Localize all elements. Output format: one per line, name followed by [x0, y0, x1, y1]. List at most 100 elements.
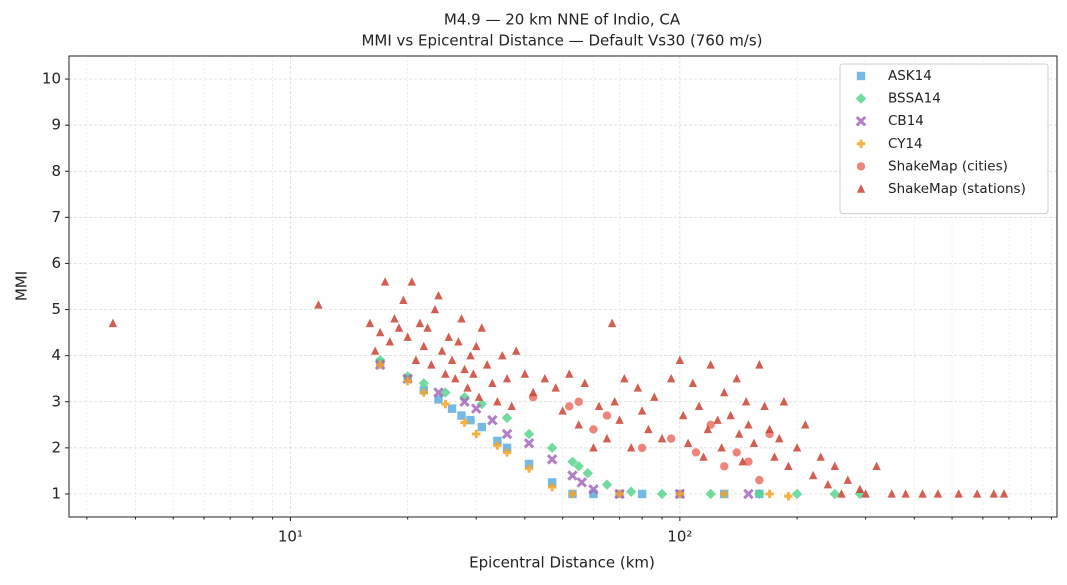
marker-triangle: [861, 489, 870, 498]
marker-square: [477, 422, 486, 432]
marker-triangle: [823, 480, 833, 489]
marker-triangle: [770, 452, 779, 461]
marker-diamond: [501, 412, 513, 424]
marker-x: [501, 428, 513, 440]
x-tick-label: 10¹: [278, 528, 303, 546]
marker-triangle: [627, 443, 636, 452]
marker-triangle: [615, 415, 624, 424]
marker-triangle: [699, 452, 708, 461]
marker-triangle: [441, 369, 450, 378]
marker-triangle: [784, 461, 793, 470]
y-tick-label: 5: [51, 300, 61, 318]
marker-diamond: [567, 456, 578, 467]
marker-triangle: [872, 461, 881, 470]
marker-diamond: [791, 488, 803, 500]
marker-triangle: [726, 410, 735, 420]
marker-plus: [375, 360, 385, 370]
marker-square: [589, 489, 598, 499]
marker-circle: [755, 475, 764, 485]
marker-diamond: [418, 378, 429, 389]
marker-x: [546, 454, 558, 465]
marker-triangle: [540, 374, 550, 383]
marker-plus: [403, 376, 412, 386]
marker-triangle: [482, 360, 492, 369]
marker-triangle: [574, 420, 583, 429]
marker-triangle: [801, 420, 810, 429]
marker-plus: [675, 489, 685, 499]
marker-plus: [547, 482, 557, 492]
marker-triangle: [809, 470, 818, 480]
marker-circle: [666, 434, 676, 443]
legend-label: BSSA14: [888, 91, 941, 107]
marker-triangle: [565, 369, 574, 378]
marker-triangle: [779, 397, 789, 406]
marker-plus: [615, 489, 624, 499]
marker-circle: [574, 397, 583, 406]
marker-triangle: [706, 360, 715, 369]
marker-triangle: [419, 341, 428, 351]
y-tick-label: 8: [51, 162, 61, 180]
marker-circle: [602, 411, 612, 420]
marker-square: [637, 489, 647, 499]
y-tick-label: 3: [51, 392, 61, 410]
marker-triangle: [430, 304, 440, 314]
marker-plus: [568, 489, 577, 499]
legend-label: CB14: [888, 113, 924, 129]
marker-triangle: [399, 295, 408, 305]
marker-plus: [460, 418, 469, 427]
marker-x: [470, 403, 482, 414]
marker-triangle: [954, 489, 963, 498]
marker-plus: [419, 388, 428, 397]
marker-plus: [441, 399, 450, 409]
marker-triangle: [918, 489, 927, 498]
marker-triangle: [901, 489, 910, 498]
y-tick-label: 7: [51, 208, 61, 226]
marker-square: [524, 459, 534, 469]
marker-triangle: [683, 438, 693, 447]
marker-triangle: [749, 438, 759, 447]
marker-x: [743, 488, 754, 500]
marker-x: [433, 387, 444, 398]
marker-square: [502, 443, 512, 453]
marker-circle: [744, 457, 753, 466]
marker-triangle: [837, 489, 846, 498]
marker-triangle: [457, 314, 466, 323]
marker-diamond: [573, 461, 584, 472]
legend-label: ASK14: [888, 68, 932, 84]
marker-triangle: [370, 346, 380, 355]
marker-triangle: [460, 364, 469, 374]
marker-triangle: [717, 443, 726, 452]
marker-triangle: [741, 397, 751, 406]
marker-triangle: [688, 378, 698, 388]
marker-triangle: [694, 401, 704, 411]
marker-triangle: [713, 415, 722, 424]
legend: ASK14 BSSA14 CB14 CY14 ShakeMap (cities) Shak…: [839, 63, 1049, 215]
y-tick-label: 2: [51, 438, 61, 456]
marker-diamond: [829, 488, 841, 500]
marker-triangle: [507, 401, 516, 411]
marker-triangle: [502, 374, 512, 383]
marker-triangle: [407, 277, 417, 286]
marker-triangle: [394, 323, 404, 332]
marker-triangle: [620, 374, 629, 383]
marker-square: [547, 478, 557, 487]
marker-triangle: [594, 401, 604, 411]
marker-x: [855, 115, 867, 127]
marker-x: [567, 470, 578, 481]
y-tick-label: 6: [51, 254, 61, 272]
marker-triangle: [512, 346, 521, 355]
marker-triangle: [580, 378, 589, 388]
marker-diamond: [523, 428, 535, 440]
marker-triangle: [855, 484, 865, 494]
marker-triangle: [732, 374, 741, 383]
marker-triangle: [477, 323, 486, 332]
marker-triangle: [528, 387, 538, 397]
marker-diamond: [754, 488, 765, 500]
marker-triangle: [469, 369, 478, 378]
y-tick-label: 4: [51, 346, 61, 364]
marker-triangle: [650, 392, 659, 401]
marker-triangle: [703, 424, 713, 434]
marker-triangle: [637, 406, 647, 415]
marker-plus: [524, 464, 534, 473]
marker-triangle: [610, 397, 619, 406]
